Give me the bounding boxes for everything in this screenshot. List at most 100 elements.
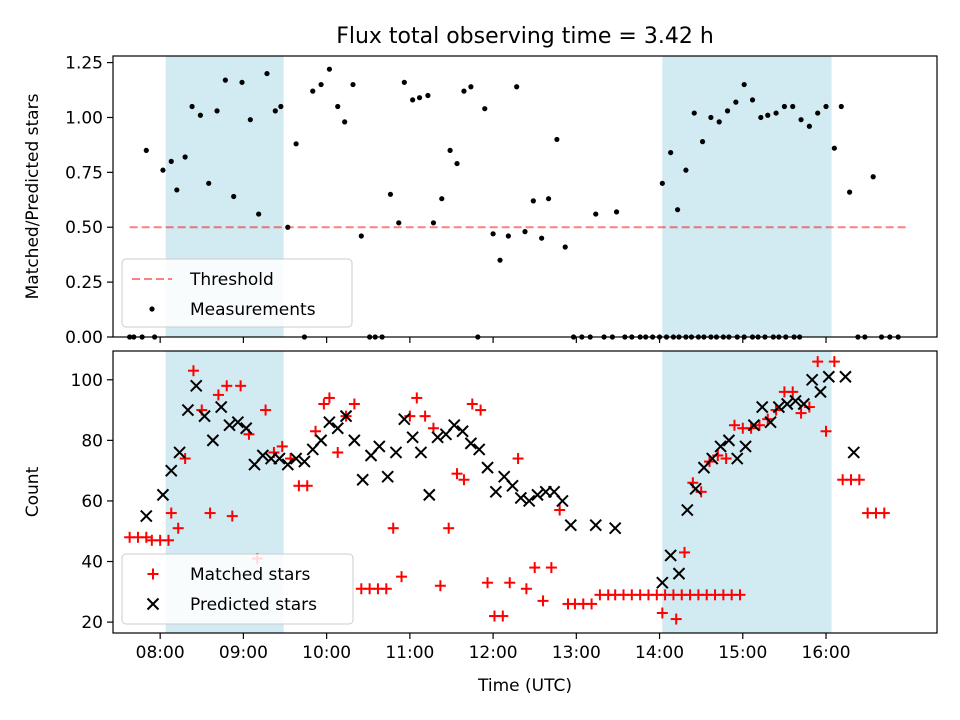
x-tick-label: 11:00 — [385, 643, 434, 663]
measurement-point — [222, 77, 228, 83]
x-stroke — [281, 458, 294, 471]
x-stroke — [689, 482, 702, 496]
x-stroke — [298, 455, 311, 468]
measurement-point — [539, 235, 545, 241]
measurement-point — [815, 110, 821, 116]
x-stroke — [481, 461, 494, 474]
measurement-point — [160, 167, 166, 173]
predicted-stars-point — [423, 488, 436, 502]
x-stroke — [140, 509, 153, 523]
matched-stars-point — [458, 474, 470, 486]
x-stroke — [681, 503, 694, 517]
matched-stars-point — [878, 507, 890, 519]
predicted-stars-point — [389, 446, 403, 459]
x-stroke — [231, 415, 245, 429]
predicted-stars-point — [756, 400, 769, 414]
matched-stars-point — [728, 419, 740, 431]
predicted-stars-point — [348, 434, 361, 447]
predicted-stars-point — [181, 403, 195, 417]
predicted-stars-point — [256, 449, 270, 462]
x-tick-label: 10:00 — [302, 643, 351, 663]
predicted-stars-point — [231, 415, 245, 429]
measurement-point — [416, 95, 423, 101]
chart-xlabel: Time (UTC) — [477, 676, 572, 696]
measurement-point — [430, 220, 437, 226]
measurement-point — [522, 229, 528, 235]
legend-label-predicted-stars: Predicted stars — [190, 595, 317, 615]
matched-stars-point — [212, 389, 224, 401]
predicted-stars-point — [672, 567, 686, 580]
x-stroke — [381, 470, 394, 483]
predicted-stars-point — [190, 379, 203, 393]
predicted-stars-point — [764, 415, 777, 429]
count-panel: 08:00 09:00 10:00 11:00 12:00 13:00 14:00 15:00… — [23, 350, 938, 663]
predicted-stars-point — [165, 464, 178, 477]
matched-stars-point — [318, 398, 330, 410]
x-stroke — [514, 491, 528, 505]
y-tick-label: 0.75 — [65, 163, 103, 183]
observing-window-shade — [662, 56, 832, 337]
x-stroke — [847, 446, 860, 459]
measurement-point — [699, 139, 706, 145]
count-axis-ticks: 08:00 09:00 10:00 11:00 12:00 13:00 14:00 15:00… — [71, 371, 851, 663]
measurement-point — [239, 79, 245, 85]
predicted-stars-point — [156, 488, 170, 502]
measurement-point — [798, 117, 804, 123]
ratio-axis-ylabel: Matched/Predicted stars — [23, 93, 43, 299]
predicted-stars-point — [789, 394, 802, 408]
measurement-point — [168, 158, 174, 164]
measurement-point — [278, 103, 284, 110]
predicted-stars-point — [331, 422, 344, 435]
measurement-point — [554, 136, 560, 143]
y-tick-label: 80 — [81, 431, 103, 451]
measurement-point — [505, 233, 511, 239]
x-stroke — [339, 409, 353, 423]
matched-stars-point — [172, 522, 184, 534]
measurement-point — [264, 70, 270, 77]
predicted-stars-point — [514, 491, 528, 505]
measurement-point — [668, 149, 674, 156]
legend-label-threshold: Threshold — [189, 270, 274, 290]
predicted-stars-point — [847, 446, 860, 459]
x-stroke — [414, 446, 428, 459]
measurement-point — [708, 114, 714, 121]
x-stroke — [805, 373, 819, 386]
measurement-point — [781, 103, 788, 110]
x-stroke — [214, 400, 228, 414]
matched-stars-point — [260, 404, 272, 416]
x-tick-label: 08:00 — [136, 643, 185, 663]
x-stroke — [731, 452, 744, 465]
x-stroke — [331, 422, 344, 435]
predicted-stars-point — [722, 434, 736, 447]
predicted-stars-point — [140, 509, 153, 523]
predicted-stars-point — [797, 397, 811, 411]
predicted-stars-point — [522, 494, 536, 508]
x-tick-label: 13:00 — [552, 643, 601, 663]
predicted-stars-point — [464, 437, 478, 450]
measurement-point — [790, 103, 796, 110]
predicted-stars-point — [714, 440, 727, 453]
predicted-stars-point — [381, 470, 394, 483]
matched-stars-point — [520, 583, 532, 595]
measurement-point — [838, 103, 844, 110]
matched-stars-point — [554, 504, 566, 516]
x-stroke — [314, 434, 328, 447]
y-tick-label: 1.25 — [65, 54, 103, 74]
predicted-stars-legend-swatch — [146, 597, 160, 611]
x-stroke — [739, 440, 752, 453]
x-tick-label: 14:00 — [635, 643, 684, 663]
measurement-point — [256, 211, 262, 217]
matched-stars-point — [276, 440, 288, 452]
matched-stars-point — [162, 534, 174, 546]
x-stroke — [431, 431, 444, 444]
legend-box — [121, 258, 353, 328]
predicted-stars-point — [356, 473, 369, 486]
matched-stars-point — [226, 510, 238, 522]
predicted-stars-point — [239, 422, 253, 435]
x-stroke — [423, 488, 436, 502]
predicted-stars-point — [706, 452, 719, 465]
x-tick-label: 12:00 — [469, 643, 518, 663]
x-stroke — [664, 549, 677, 562]
predicted-stars-point — [681, 503, 694, 517]
